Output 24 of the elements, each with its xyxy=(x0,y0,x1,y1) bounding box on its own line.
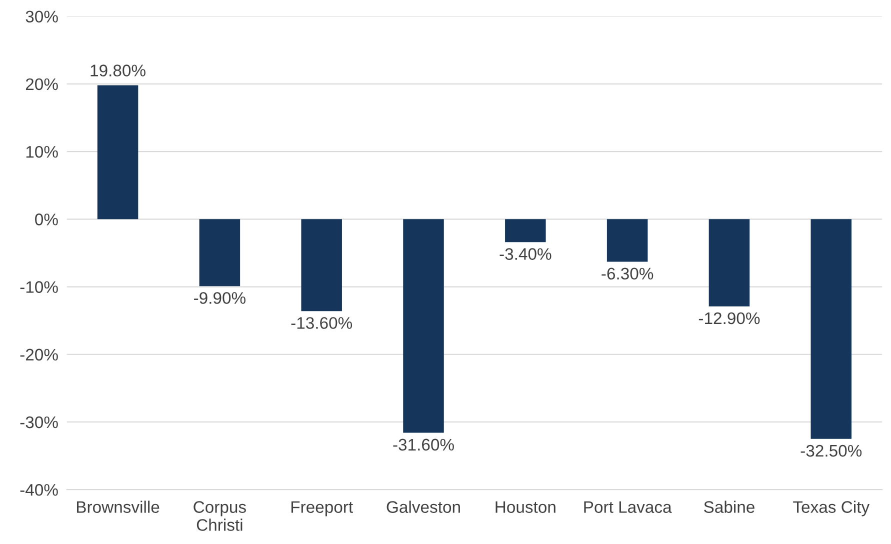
data-label: -12.90% xyxy=(698,312,760,324)
y-tick-label: -10% xyxy=(20,281,58,293)
y-tick-label: -30% xyxy=(20,416,58,428)
y-tick-label: 20% xyxy=(26,78,58,90)
x-tick-label: Galveston xyxy=(386,500,460,513)
x-tick-label: Sabine xyxy=(704,500,754,513)
x-tick-label: Corpus Christi xyxy=(194,501,246,531)
x-tick-label: Texas City xyxy=(793,500,870,516)
y-tick-label: -40% xyxy=(20,484,58,496)
data-label: -3.40% xyxy=(500,248,552,260)
y-tick-label: 0% xyxy=(35,214,58,226)
data-label: -13.60% xyxy=(291,317,352,329)
x-tick-label: Port Lavaca xyxy=(584,501,672,513)
data-label: -9.90% xyxy=(194,292,246,304)
x-tick-label: Brownsville xyxy=(77,500,160,513)
x-tick-label: Houston xyxy=(496,501,556,513)
y-tick-label: 10% xyxy=(26,146,58,158)
x-tick-label: Freeport xyxy=(291,501,353,516)
data-label: -6.30% xyxy=(602,268,654,280)
data-label: -32.50% xyxy=(800,444,862,457)
data-label: 19.80% xyxy=(90,64,146,76)
y-tick-label: -20% xyxy=(20,348,58,361)
y-tick-label: 30% xyxy=(26,10,58,23)
data-label: -31.60% xyxy=(393,438,454,451)
